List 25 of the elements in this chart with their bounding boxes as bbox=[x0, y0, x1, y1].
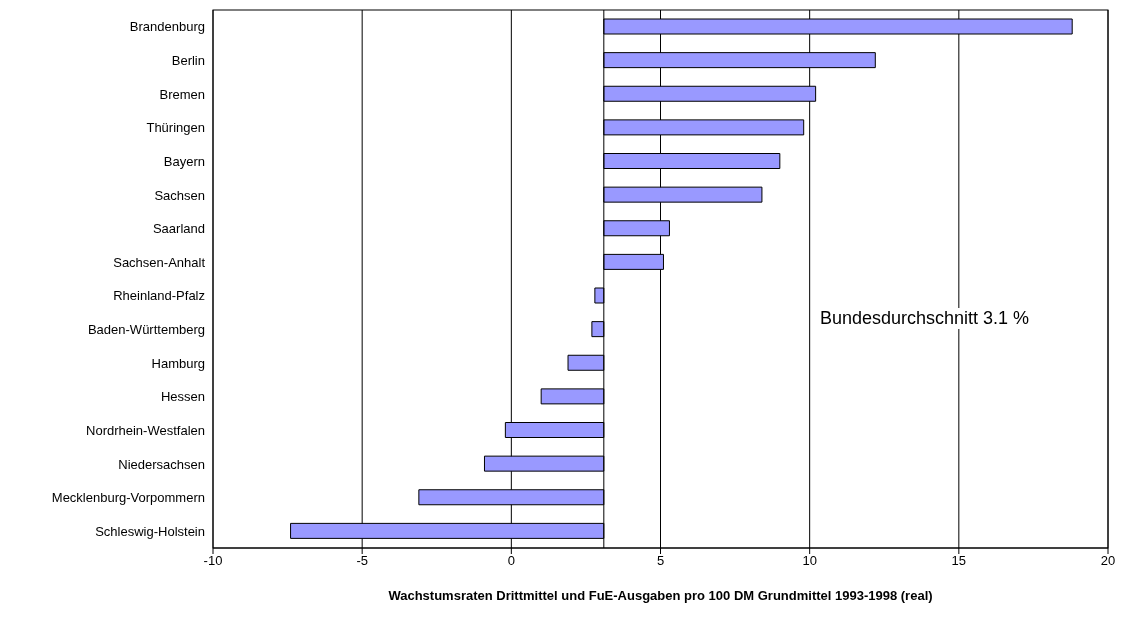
y-tick-label: Thüringen bbox=[146, 120, 205, 136]
x-tick-label: 15 bbox=[951, 553, 967, 569]
y-tick-label: Hessen bbox=[160, 389, 205, 405]
y-tick-label: Berlin bbox=[171, 53, 205, 69]
x-tick-label: -10 bbox=[203, 553, 223, 569]
y-tick-label: Schleswig-Holstein bbox=[95, 523, 205, 539]
x-tick-label: -5 bbox=[356, 553, 368, 569]
y-tick-label: Bayern bbox=[163, 153, 205, 169]
x-tick-label: 10 bbox=[802, 553, 817, 569]
y-tick-label: Sachsen-Anhalt bbox=[113, 254, 206, 270]
y-tick-label: Hamburg bbox=[151, 355, 205, 371]
y-tick-label: Brandenburg bbox=[129, 19, 205, 35]
x-tick-label: 20 bbox=[1100, 553, 1116, 569]
y-tick-label: Saarland bbox=[152, 221, 205, 237]
y-tick-label: Rheinland-Pfalz bbox=[113, 288, 205, 304]
y-tick-label: Mecklenburg-Vorpommern bbox=[51, 490, 205, 506]
x-tick-label: 5 bbox=[656, 553, 665, 569]
y-tick-label: Bremen bbox=[159, 86, 205, 102]
annotation: Bundesdurchschnitt 3.1 % bbox=[816, 308, 1034, 329]
y-tick-label: Niedersachsen bbox=[118, 456, 205, 472]
y-tick-label: Sachsen bbox=[154, 187, 205, 203]
x-tick-label: 0 bbox=[507, 553, 515, 569]
x-axis-title: Wachstumsraten Drittmittel und FuE-Ausgaben pro 100 DM Grundmittel 1993-1998 (real) bbox=[387, 588, 934, 603]
y-tick-label: Baden-Württemberg bbox=[87, 322, 205, 338]
y-tick-label: Nordrhein-Westfalen bbox=[86, 422, 205, 438]
